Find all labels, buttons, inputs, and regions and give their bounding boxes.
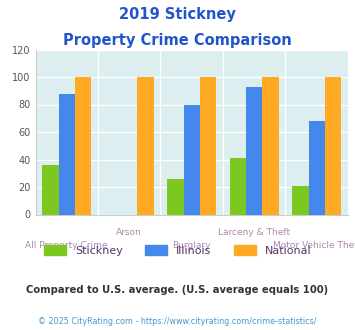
- Bar: [167, 179, 184, 214]
- Bar: [292, 185, 308, 214]
- Text: Larceny & Theft: Larceny & Theft: [218, 228, 290, 237]
- Text: 2019 Stickney: 2019 Stickney: [119, 7, 236, 21]
- Text: Burglary: Burglary: [173, 241, 211, 250]
- Bar: [59, 93, 75, 214]
- Text: Property Crime Comparison: Property Crime Comparison: [63, 33, 292, 48]
- Bar: [246, 86, 262, 214]
- Bar: [262, 77, 279, 214]
- Legend: Stickney, Illinois, National: Stickney, Illinois, National: [39, 241, 316, 260]
- Bar: [308, 121, 325, 214]
- Text: © 2025 CityRating.com - https://www.cityrating.com/crime-statistics/: © 2025 CityRating.com - https://www.city…: [38, 317, 317, 326]
- Bar: [137, 77, 154, 214]
- Bar: [325, 77, 341, 214]
- Text: Arson: Arson: [116, 228, 142, 237]
- Bar: [75, 77, 91, 214]
- Text: Compared to U.S. average. (U.S. average equals 100): Compared to U.S. average. (U.S. average …: [26, 285, 329, 295]
- Bar: [200, 77, 216, 214]
- Bar: [184, 105, 200, 214]
- Text: Motor Vehicle Theft: Motor Vehicle Theft: [273, 241, 355, 250]
- Bar: [230, 158, 246, 214]
- Bar: [42, 165, 59, 214]
- Text: All Property Crime: All Property Crime: [26, 241, 108, 250]
